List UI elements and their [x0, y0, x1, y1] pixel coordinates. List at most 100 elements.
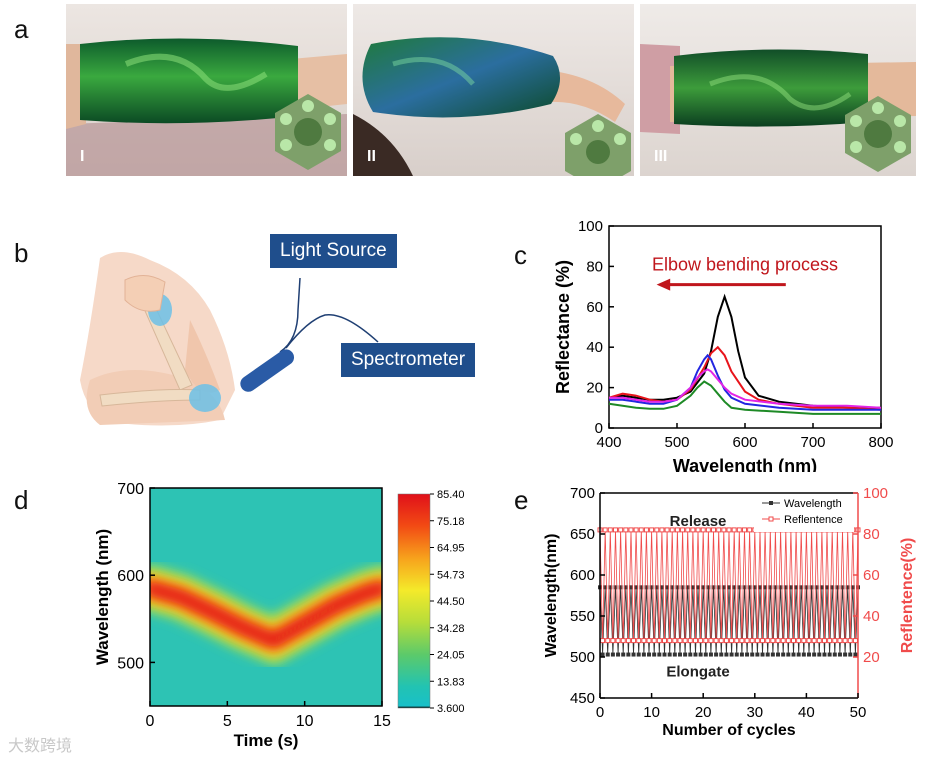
- photo-label-2: II: [367, 148, 376, 165]
- wavelength-point: [825, 585, 830, 590]
- reflentence-point: [721, 527, 727, 533]
- wavelength-point: [768, 585, 773, 590]
- x-axis-label: Time (s): [234, 731, 299, 750]
- panel-label-b: b: [14, 238, 29, 268]
- wavelength-point: [734, 652, 739, 657]
- wavelength-point: [763, 585, 768, 590]
- legend-label-wavelength: Wavelength: [784, 498, 842, 510]
- reflentence-point: [672, 638, 678, 644]
- y-tick-label: 550: [570, 608, 595, 625]
- wavelength-point: [708, 652, 713, 657]
- wavelength-point: [791, 652, 796, 657]
- reflentence-point: [780, 638, 786, 644]
- y-tick-label: 600: [117, 568, 144, 585]
- watermark: 大数跨境: [8, 736, 73, 755]
- plot-frame: [149, 487, 383, 707]
- reflentence-point: [842, 638, 848, 644]
- wavelength-point: [783, 585, 788, 590]
- reflentence-point: [620, 638, 626, 644]
- reflentence-point: [760, 638, 766, 644]
- x-tick-label: 0: [146, 713, 155, 730]
- wavelength-point: [757, 585, 762, 590]
- wavelength-point: [752, 585, 757, 590]
- wavelength-point: [626, 652, 631, 657]
- x-tick-label: 50: [850, 704, 867, 721]
- wavelength-point: [724, 652, 729, 657]
- reflentence-point: [646, 638, 652, 644]
- reflentence-point: [700, 527, 706, 533]
- reflentence-point: [674, 527, 680, 533]
- colorbar-tick-label: 54.73: [437, 569, 465, 581]
- reflentence-point: [775, 638, 781, 644]
- wavelength-point: [672, 652, 677, 657]
- spectrum-line-blue: [609, 353, 881, 411]
- photo-arm-extended: III: [640, 4, 916, 176]
- x-tick-label: 40: [798, 704, 815, 721]
- photo-label-3: III: [654, 148, 668, 165]
- wavelength-point: [732, 585, 737, 590]
- x-tick-label: 20: [695, 704, 712, 721]
- reflentence-point: [636, 638, 642, 644]
- wavelength-point: [690, 585, 695, 590]
- wavelength-point: [616, 652, 621, 657]
- annotation-text: Elbow bending process: [652, 254, 838, 274]
- wavelength-point: [770, 652, 775, 657]
- annotation-arrow-head: [656, 278, 671, 291]
- y2-tick-label: 80: [863, 526, 880, 543]
- wavelength-point: [727, 585, 731, 590]
- reflentence-point: [692, 638, 698, 644]
- wavelength-point: [657, 652, 662, 657]
- reflentence-point: [847, 638, 853, 644]
- wavelength-point: [812, 652, 817, 657]
- legend-marker-wavelength: [769, 501, 773, 505]
- wavelength-point: [711, 585, 716, 590]
- spectrometer-label: Spectrometer: [341, 343, 476, 377]
- y-axis-label: Wavelength (nm): [93, 529, 112, 665]
- y2-tick-label: 20: [863, 649, 880, 666]
- wavelength-point: [742, 585, 747, 590]
- x-tick-label: 10: [296, 713, 314, 730]
- reflentence-point: [600, 638, 606, 644]
- reflentence-point: [690, 527, 696, 533]
- wavelength-point: [683, 652, 688, 657]
- photo-arm-relaxed: I: [66, 4, 347, 176]
- wavelength-point: [817, 652, 822, 657]
- spectrum-line-green: [608, 380, 881, 415]
- x-axis-label: Number of cycles: [662, 722, 795, 739]
- wavelength-point: [623, 585, 628, 590]
- photo-arm-bent: II: [353, 4, 634, 176]
- reflentence-point: [698, 638, 704, 644]
- x-tick-label: 700: [800, 434, 825, 451]
- wavelength-point: [799, 585, 804, 590]
- reflentence-point: [827, 638, 833, 644]
- reflentence-point: [747, 527, 753, 533]
- reflentence-point: [662, 638, 667, 644]
- reflentence-point: [695, 527, 701, 533]
- reflentence-point: [726, 527, 732, 533]
- colorbar-tick-label: 75.18: [437, 516, 465, 528]
- wavelength-point: [737, 585, 742, 590]
- legend-marker-reflentence: [768, 516, 774, 522]
- wavelength-point: [603, 585, 608, 590]
- colorbar-tick-label: 24.05: [437, 650, 465, 662]
- annotation-elongate: Elongate: [666, 664, 729, 681]
- colorbar-tick-label: 44.50: [437, 596, 465, 608]
- wavelength-point: [830, 585, 835, 590]
- reflentence-point: [731, 527, 737, 533]
- reflentence-point: [806, 638, 812, 644]
- wavelength-point: [652, 652, 657, 657]
- wavelength-point: [714, 652, 719, 657]
- wavelength-point: [848, 652, 853, 657]
- reflentence-point: [615, 638, 621, 644]
- reflentence-point: [729, 638, 735, 644]
- wavelength-point: [634, 585, 639, 590]
- wavelength-point: [706, 585, 711, 590]
- wavelength-point: [794, 585, 799, 590]
- wavelength-point: [636, 652, 641, 657]
- heatmap-ridge-band-4: [150, 584, 382, 645]
- wavelength-point: [698, 652, 703, 657]
- light-source-label: Light Source: [270, 234, 397, 268]
- wavelength-point: [693, 652, 698, 657]
- x-tick-label: 500: [664, 434, 689, 451]
- wavelength-point: [641, 652, 646, 657]
